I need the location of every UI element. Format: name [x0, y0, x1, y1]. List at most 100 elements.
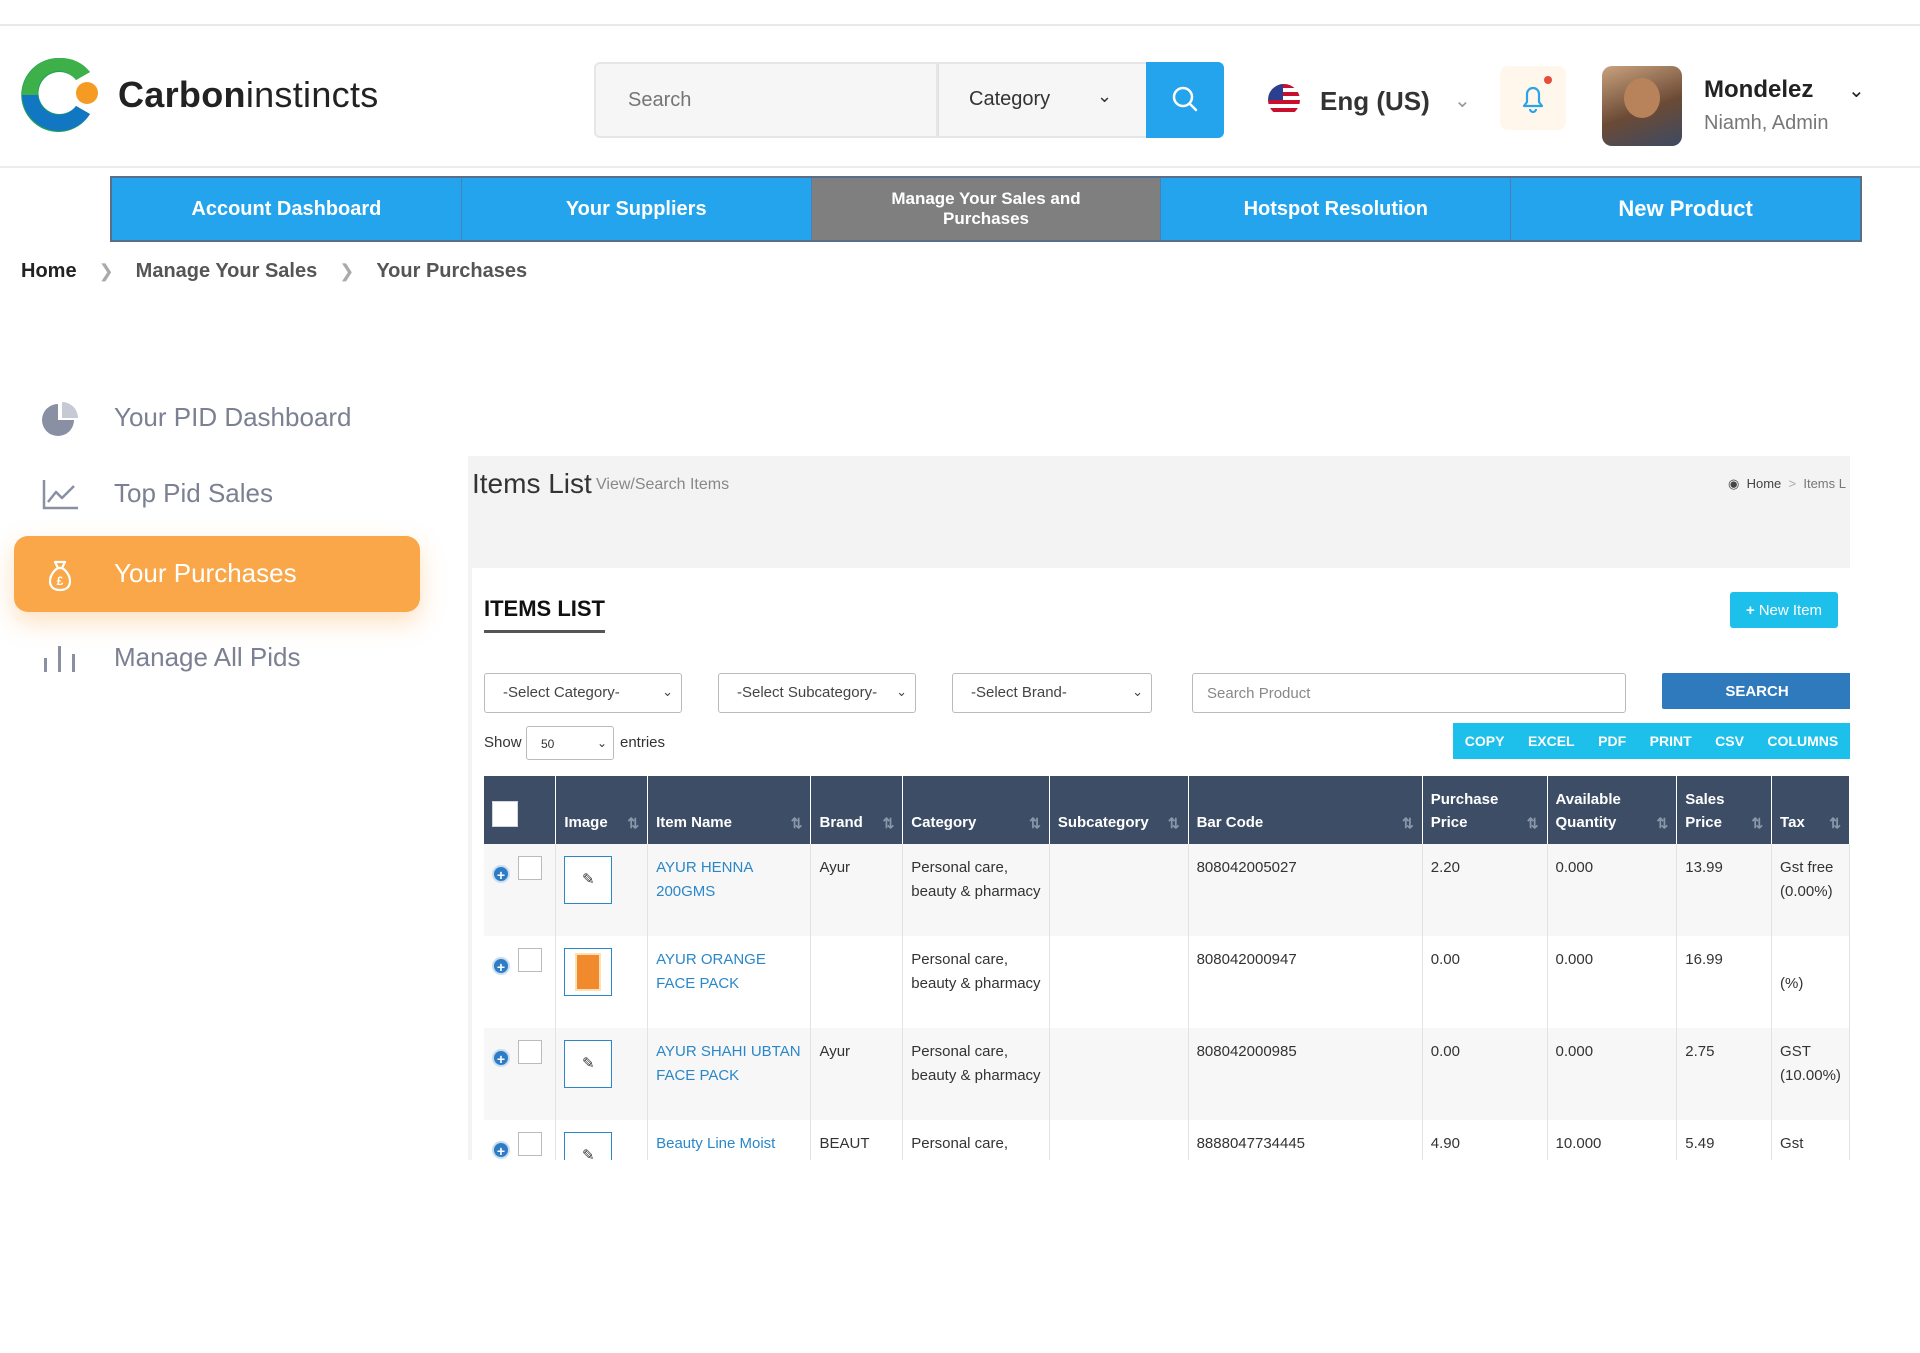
nav-new-product[interactable]: New Product [1618, 195, 1753, 221]
select-brand[interactable]: -Select Brand- ⌄ [952, 673, 1152, 713]
select-category[interactable]: -Select Category- ⌄ [484, 673, 682, 713]
image-cell: ✎ [555, 844, 649, 936]
column-header-barcode[interactable]: Bar Code ⇅ [1188, 776, 1423, 844]
sidebar-item-your-purchases[interactable]: £ Your Purchases [14, 536, 420, 612]
us-flag-icon [1268, 84, 1300, 116]
columns-button[interactable]: COLUMNS [1767, 733, 1839, 749]
column-header-category[interactable]: Category ⇅ [902, 776, 1050, 844]
column-header-item-name[interactable]: Item Name ⇅ [647, 776, 812, 844]
carboninstincts-logo[interactable] [14, 50, 104, 140]
select-subcategory-value: -Select Subcategory- [737, 684, 878, 701]
user-name: Mondelez [1704, 76, 1814, 103]
table-row[interactable]: + ✎ AYUR HENNA 200GMS Ayur Personal care… [484, 844, 1850, 936]
chevron-right-icon: ❯ [339, 261, 355, 281]
sidebar-item-top-pid-sales[interactable]: Top Pid Sales [14, 456, 420, 532]
new-item-button[interactable]: + New Item [1730, 592, 1838, 628]
product-placeholder-icon[interactable]: ✎ [564, 1040, 613, 1088]
chevron-down-icon: ⌄ [1097, 86, 1113, 106]
column-header-image[interactable]: Image ⇅ [555, 776, 649, 844]
barcode-cell: 8888047734445 [1188, 1120, 1423, 1160]
nav-manage-sales-purchases[interactable]: Manage Your Sales and Purchases [811, 178, 1162, 240]
barcode-cell: 808042000947 [1188, 936, 1423, 1028]
select-category-value: -Select Category- [503, 684, 620, 701]
product-placeholder-icon[interactable]: ✎ [564, 856, 613, 904]
print-button[interactable]: PRINT [1649, 733, 1692, 749]
search-product-input[interactable]: Search Product [1192, 673, 1626, 713]
panel-breadcrumb-home[interactable]: Home [1746, 476, 1782, 491]
column-header-sales-price[interactable]: Sales Price ⇅ [1676, 776, 1773, 844]
chevron-down-icon: ⌄ [662, 684, 673, 699]
copy-button[interactable]: COPY [1464, 733, 1505, 749]
row-select-cell: + [484, 936, 557, 1028]
user-menu-chevron-icon[interactable]: ⌄ [1848, 80, 1865, 102]
table-row[interactable]: + ✎ Beauty Line Moist Fl... BEAUT Person… [484, 1120, 1850, 1160]
breadcrumb-manage-sales[interactable]: Manage Your Sales [135, 260, 318, 282]
items-card: ITEMS LIST + New Item -Select Category- … [472, 568, 1850, 1160]
product-placeholder-icon[interactable]: ✎ [564, 1132, 613, 1160]
row-checkbox[interactable] [518, 856, 543, 880]
nav-your-suppliers[interactable]: Your Suppliers [462, 178, 812, 240]
subcategory-cell [1049, 1120, 1189, 1160]
notifications-button[interactable] [1500, 66, 1566, 130]
sales-price-cell: 2.75 [1676, 1028, 1773, 1120]
export-toolbar: COPY EXCEL PDF PRINT CSV COLUMNS [1453, 723, 1850, 759]
plus-icon: + [1745, 601, 1755, 619]
table-row[interactable]: + AYUR ORANGE FACE PACK Personal care, b… [484, 936, 1850, 1028]
item-name-link[interactable]: AYUR ORANGE FACE PACK [647, 936, 812, 1028]
expand-row-icon[interactable]: + [492, 1141, 510, 1159]
separator: > [1784, 476, 1800, 491]
nav-hotspot-resolution[interactable]: Hotspot Resolution [1161, 178, 1512, 240]
row-checkbox[interactable] [518, 1040, 543, 1064]
sort-icon: ⇅ [790, 815, 803, 831]
tax-cell: Gst free (0.00%) [1771, 844, 1850, 936]
sort-icon: ⇅ [882, 815, 895, 831]
column-header-subcategory[interactable]: Subcategory ⇅ [1049, 776, 1189, 844]
sidebar-item-manage-all-pids[interactable]: Manage All Pids [14, 620, 420, 696]
item-name-link[interactable]: Beauty Line Moist Fl... [647, 1120, 812, 1160]
items-table: Image ⇅ Item Name ⇅ Brand ⇅ Category ⇅ Subca… [484, 776, 1850, 1160]
subcategory-cell [1049, 1028, 1189, 1120]
column-header-available-quantity[interactable]: Available Quantity ⇅ [1547, 776, 1678, 844]
sidebar-item-label: Top Pid Sales [114, 478, 273, 508]
user-role: Niamh, Admin [1704, 112, 1829, 134]
select-all-checkbox[interactable] [492, 800, 518, 827]
bar-chart-icon [44, 646, 75, 672]
pdf-button[interactable]: PDF [1598, 733, 1627, 749]
image-cell: ✎ [555, 1028, 649, 1120]
search-input[interactable] [596, 64, 936, 136]
select-subcategory[interactable]: -Select Subcategory- ⌄ [718, 673, 916, 713]
expand-row-icon[interactable]: + [492, 865, 510, 883]
header-search-field[interactable] [594, 62, 938, 138]
dashboard-icon: ◉ [1728, 476, 1740, 491]
chevron-down-icon: ⌄ [1132, 684, 1143, 699]
category-dropdown[interactable]: Category ⌄ [938, 62, 1146, 138]
search-product-button[interactable]: SEARCH [1662, 673, 1850, 709]
chevron-down-icon: ⌄ [1454, 90, 1471, 112]
expand-row-icon[interactable]: + [492, 1049, 510, 1067]
image-cell [555, 936, 649, 1028]
sidebar-item-pid-dashboard[interactable]: Your PID Dashboard [14, 380, 420, 456]
item-name-link[interactable]: AYUR HENNA 200GMS [647, 844, 812, 936]
column-header-tax[interactable]: Tax ⇅ [1771, 776, 1850, 844]
item-name-link[interactable]: AYUR SHAHI UBTAN FACE PACK [647, 1028, 812, 1120]
row-select-cell: + [484, 1120, 557, 1160]
row-checkbox[interactable] [518, 1132, 543, 1156]
csv-button[interactable]: CSV [1715, 733, 1744, 749]
column-header-purchase-price[interactable]: Purchase Price ⇅ [1422, 776, 1548, 844]
product-image[interactable] [564, 948, 613, 996]
entries-per-page-select[interactable]: 50 ⌄ [526, 726, 614, 760]
row-checkbox[interactable] [518, 948, 543, 972]
expand-row-icon[interactable]: + [492, 957, 510, 975]
excel-button[interactable]: EXCEL [1527, 733, 1575, 749]
select-all-header [484, 776, 557, 844]
sort-icon: ⇅ [1829, 815, 1841, 831]
top-header: Carboninstincts Category ⌄ Eng (US) ⌄ Mo… [0, 26, 1920, 168]
table-row[interactable]: + ✎ AYUR SHAHI UBTAN FACE PACK Ayur Pers… [484, 1028, 1850, 1120]
sidebar-item-label: Manage All Pids [114, 642, 301, 672]
purchase-price-cell: 0.00 [1422, 1028, 1548, 1120]
column-header-brand[interactable]: Brand ⇅ [810, 776, 904, 844]
search-button[interactable] [1146, 62, 1224, 138]
nav-account-dashboard[interactable]: Account Dashboard [112, 178, 462, 240]
breadcrumb-home[interactable]: Home [21, 260, 77, 282]
avatar[interactable] [1602, 66, 1682, 146]
